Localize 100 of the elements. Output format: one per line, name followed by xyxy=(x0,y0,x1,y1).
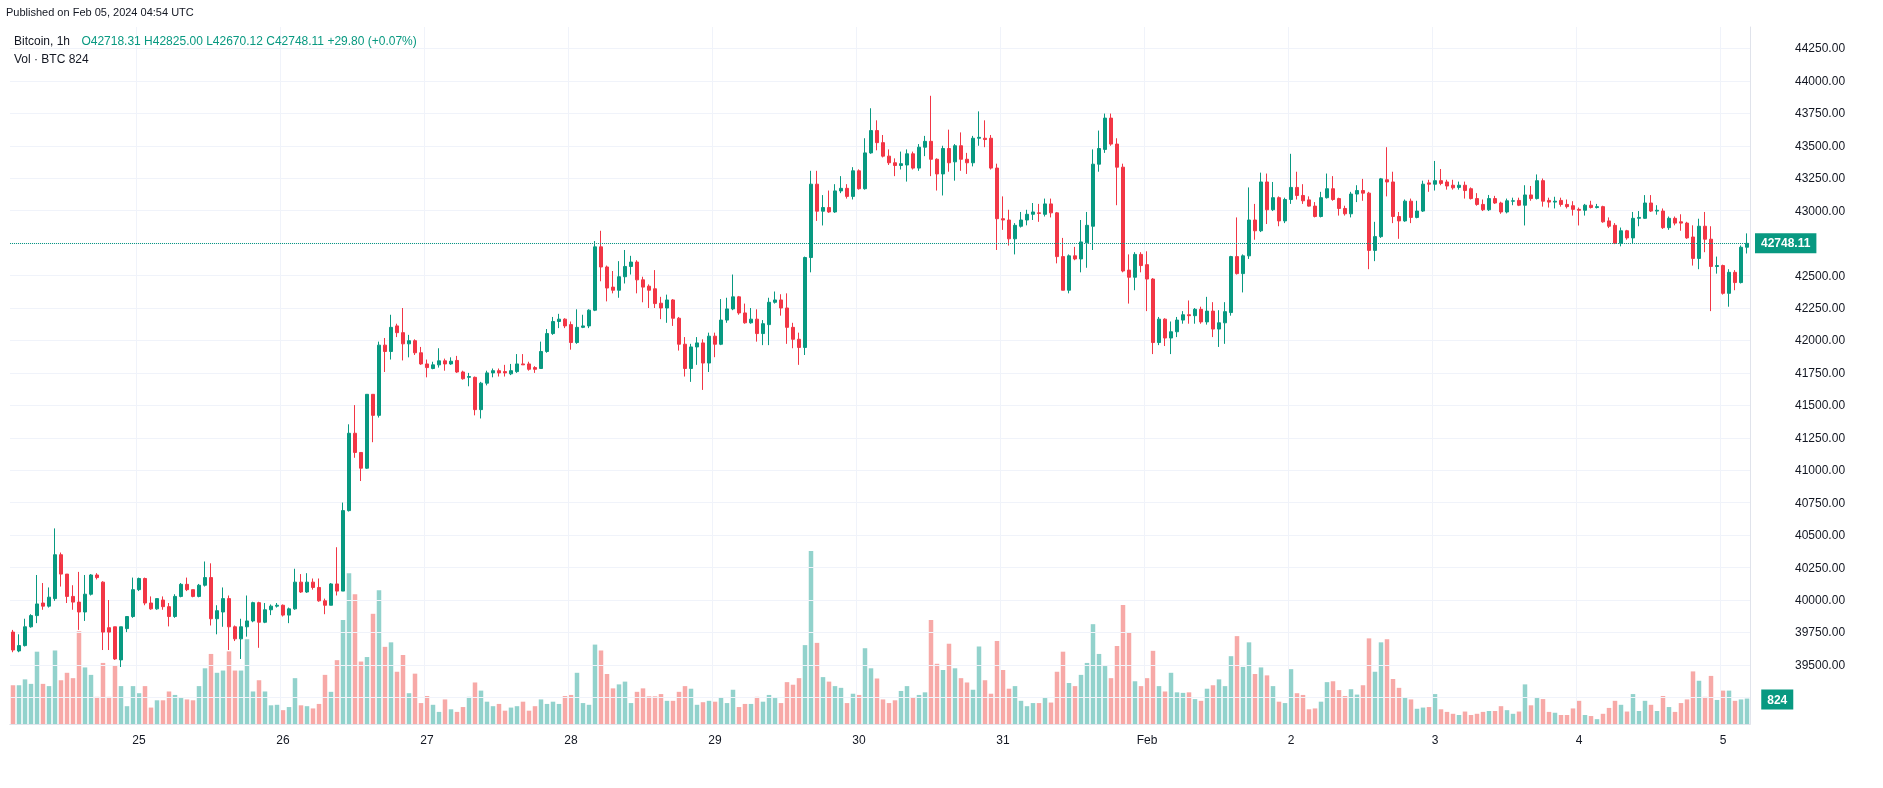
candlestick xyxy=(1157,316,1161,346)
candlestick xyxy=(671,298,675,327)
bar xyxy=(160,700,166,724)
candlestick xyxy=(983,119,987,148)
candlestick xyxy=(1109,113,1113,147)
candlestick xyxy=(761,319,765,346)
candlestick xyxy=(827,190,831,214)
candlestick xyxy=(509,363,513,376)
candlestick xyxy=(335,546,339,596)
candlestick xyxy=(1673,216,1677,226)
candlestick xyxy=(1301,183,1305,205)
candlestick xyxy=(167,602,171,627)
candlestick xyxy=(1043,198,1047,217)
x-tick-label: 26 xyxy=(276,733,290,747)
candlestick xyxy=(869,107,873,155)
candlestick xyxy=(1037,203,1041,223)
y-tick-label: 44250.00 xyxy=(1795,41,1846,56)
candlestick xyxy=(749,307,753,325)
bar xyxy=(1408,699,1414,724)
bar xyxy=(1024,706,1030,724)
candlestick xyxy=(1229,255,1233,317)
candlestick xyxy=(365,393,369,470)
bar xyxy=(1492,711,1498,724)
candlestick xyxy=(1649,194,1653,213)
candlestick xyxy=(497,367,501,378)
candlestick xyxy=(1679,213,1683,232)
candlestick xyxy=(821,194,825,226)
candlestick xyxy=(683,336,687,378)
candlestick xyxy=(935,157,939,192)
candlestick xyxy=(455,355,459,374)
candlestick xyxy=(1019,211,1023,229)
candlestick xyxy=(1181,310,1185,325)
ref-line-label: 42748.11 xyxy=(1761,236,1811,251)
candlestick xyxy=(1535,173,1539,200)
candlestick xyxy=(311,578,315,591)
candlestick xyxy=(221,586,225,628)
candlestick xyxy=(143,577,147,606)
candlestick xyxy=(1325,173,1329,200)
candlestick xyxy=(1031,202,1035,221)
candlestick xyxy=(239,618,243,660)
candlestick xyxy=(1661,207,1665,230)
candlestick xyxy=(209,562,213,626)
candlestick xyxy=(419,346,423,366)
annotation: O42718.31 H42825.00 L42670.12 C42748.11 +29.80 (+0.07%) xyxy=(81,34,417,48)
candlestick xyxy=(605,265,609,302)
candlestick xyxy=(1331,175,1335,202)
candlestick xyxy=(863,137,867,191)
candlestick xyxy=(437,347,441,369)
candlestick xyxy=(1415,200,1419,219)
candlestick xyxy=(887,148,891,166)
candlestick xyxy=(1421,180,1425,213)
candlestick xyxy=(413,338,417,356)
candlestick xyxy=(491,367,495,378)
bar xyxy=(298,705,304,724)
candlestick xyxy=(533,365,537,374)
candlestick xyxy=(1727,268,1731,308)
candlestick xyxy=(125,616,129,633)
bar xyxy=(448,709,454,724)
candlestick xyxy=(713,332,717,358)
candlestick xyxy=(1175,316,1179,338)
candlestick xyxy=(269,603,273,616)
candlestick xyxy=(203,561,207,588)
candlestick xyxy=(1541,177,1545,208)
candlestick xyxy=(1481,199,1485,212)
candlestick xyxy=(425,359,429,378)
x-tick-label: 31 xyxy=(996,733,1010,747)
y-tick-label: 40250.00 xyxy=(1795,560,1846,575)
bar xyxy=(1654,711,1660,724)
candlestick xyxy=(371,393,375,443)
candlestick xyxy=(1187,299,1191,325)
candlestick xyxy=(1409,198,1413,224)
candlestick xyxy=(1523,184,1527,226)
candlestick xyxy=(1547,197,1551,209)
candlestick xyxy=(233,624,237,642)
candlestick xyxy=(587,308,591,329)
candlestick xyxy=(875,119,879,151)
candlestick xyxy=(137,577,141,592)
candlestick xyxy=(179,582,183,598)
candlestick xyxy=(215,604,219,635)
candlestick xyxy=(791,322,795,349)
candlestick xyxy=(1127,253,1131,305)
y-tick-label: 42500.00 xyxy=(1795,268,1846,283)
candlestick xyxy=(407,334,411,358)
candlestick xyxy=(41,582,45,611)
candlestick xyxy=(161,595,165,611)
candlestick xyxy=(29,613,33,629)
candlestick xyxy=(719,298,723,346)
candlestick xyxy=(1139,251,1143,273)
candlestick xyxy=(689,343,693,383)
candlestick xyxy=(1001,195,1005,231)
candlestick xyxy=(1385,146,1389,197)
bar xyxy=(304,706,310,724)
candlestick xyxy=(1685,221,1689,240)
candlestick xyxy=(23,618,27,648)
candlestick xyxy=(113,626,117,661)
candlestick xyxy=(665,294,669,324)
candlestick xyxy=(1193,307,1197,325)
candlestick xyxy=(551,316,555,336)
candlestick xyxy=(1145,250,1149,312)
x-tick-label: 27 xyxy=(420,733,434,747)
